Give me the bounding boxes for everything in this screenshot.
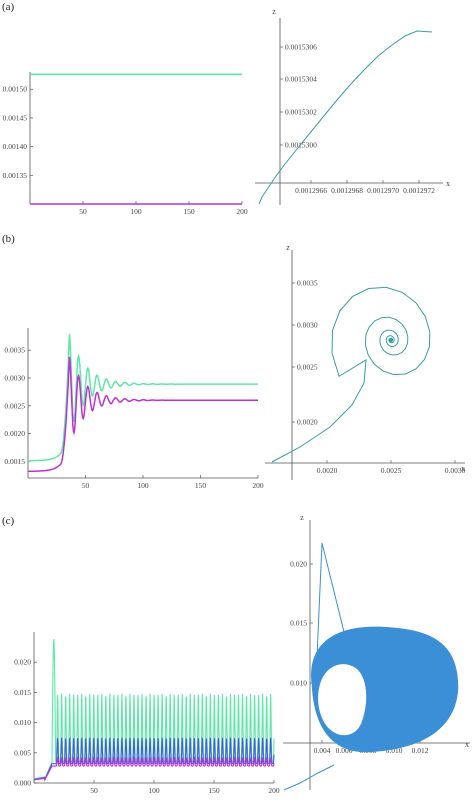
a-ts-x-tick-label: 100 (130, 207, 142, 216)
c-ts-x-tick-label: 200 (268, 786, 280, 795)
a-ph-x-tick-label: 0.0012970 (367, 186, 399, 195)
a-ts-x-tick-label: 150 (183, 207, 195, 216)
a-ph-trajectory (258, 30, 433, 205)
a-ph-x-tick-label: 0.0012972 (403, 186, 435, 195)
b-ts-x-tick-label: 50 (82, 481, 90, 490)
c-ph-y-tick-label: 0.010 (290, 679, 307, 688)
b-ph-y-tick-label: 0.0025 (297, 363, 318, 372)
c-ts-x-tick-label: 150 (208, 786, 220, 795)
panel-b-label: (b) (2, 233, 15, 245)
c-ph-tail (283, 764, 335, 791)
c-ts-y-tick-label: 0.010 (14, 718, 31, 727)
c-ph-x-tick-label: 0.012 (412, 746, 429, 755)
b-ts-y-tick-label: 0.0025 (4, 401, 25, 410)
a-ph-y-tick-label: 0.0015304 (285, 75, 317, 84)
c-ts-y-tick-label: 0.005 (14, 748, 31, 757)
c-ph-x-tick-label: 0.006 (336, 746, 353, 755)
a-ts-y-tick-label: 0.00150 (3, 85, 28, 94)
a-ts-y-tick-label: 0.00135 (3, 171, 28, 180)
b-ph-trajectory (271, 286, 431, 463)
c-ph-z-label: z (300, 513, 304, 522)
c-ts-y-tick-label: 0.020 (14, 658, 31, 667)
a-ph-z-label: z (272, 7, 276, 16)
a-ph-y-tick-label: 0.0015306 (285, 43, 317, 52)
a-ts-x-tick-label: 200 (236, 207, 248, 216)
c-ts-series-line-1 (33, 737, 275, 782)
c-ts-series-line-0 (33, 639, 275, 781)
c-ph-attractor (311, 626, 459, 753)
b-ts-y-tick-label: 0.0035 (4, 346, 25, 355)
b-ph-y-tick-label: 0.0030 (297, 321, 318, 330)
a-ph-x-label: x (446, 179, 450, 188)
panel-c-label: (c) (2, 515, 15, 527)
b-ph-x-tick-label: 0.0020 (317, 466, 338, 475)
c-ts-series-line-2 (33, 755, 275, 782)
c-ph-y-tick-label: 0.015 (290, 619, 307, 628)
b-ts-x-tick-label: 150 (195, 481, 207, 490)
b-ph-x-tick-label: 0.0030 (445, 466, 466, 475)
a-ph-y-tick-label: 0.0015302 (285, 108, 317, 117)
c-ph-y-tick-label: 0.020 (290, 560, 307, 569)
c-ts-y-tick-label: 0.000 (14, 779, 31, 788)
a-ph-x-tick-label: 0.0012966 (295, 186, 327, 195)
c-ph-x-tick-label: 0.010 (386, 746, 403, 755)
a-ts-y-tick-label: 0.00145 (3, 113, 28, 122)
panel-a-label: (a) (2, 1, 15, 13)
b-ts-y-tick-label: 0.0020 (4, 429, 25, 438)
b-ts-series-line-0 (28, 334, 258, 462)
b-ph-y-tick-label: 0.0035 (297, 279, 318, 288)
b-ph-y-tick-label: 0.0020 (297, 418, 318, 427)
a-ph-y-tick-label: 0.0015300 (285, 141, 317, 150)
b-ph-fixed-point (388, 337, 394, 343)
b-ph-x-tick-label: 0.0025 (381, 466, 402, 475)
b-ts-y-tick-label: 0.0030 (4, 374, 25, 383)
c-ts-x-tick-label: 100 (148, 786, 160, 795)
b-ts-x-tick-label: 200 (252, 481, 264, 490)
c-ts-x-tick-label: 50 (90, 786, 98, 795)
b-ts-y-tick-label: 0.0015 (4, 457, 25, 466)
b-ts-series-line-1 (28, 356, 258, 473)
c-ts-y-tick-label: 0.015 (14, 688, 31, 697)
b-ph-x-label: x (461, 464, 465, 473)
a-ts-x-tick-label: 50 (79, 207, 87, 216)
a-ts-y-tick-label: 0.00140 (3, 142, 28, 151)
b-ph-z-label: z (286, 243, 290, 252)
a-ph-x-tick-label: 0.0012968 (331, 186, 363, 195)
c-ph-x-label: x (465, 740, 469, 749)
c-ph-x-tick-label: 0.004 (314, 746, 331, 755)
b-ts-x-tick-label: 100 (137, 481, 149, 490)
